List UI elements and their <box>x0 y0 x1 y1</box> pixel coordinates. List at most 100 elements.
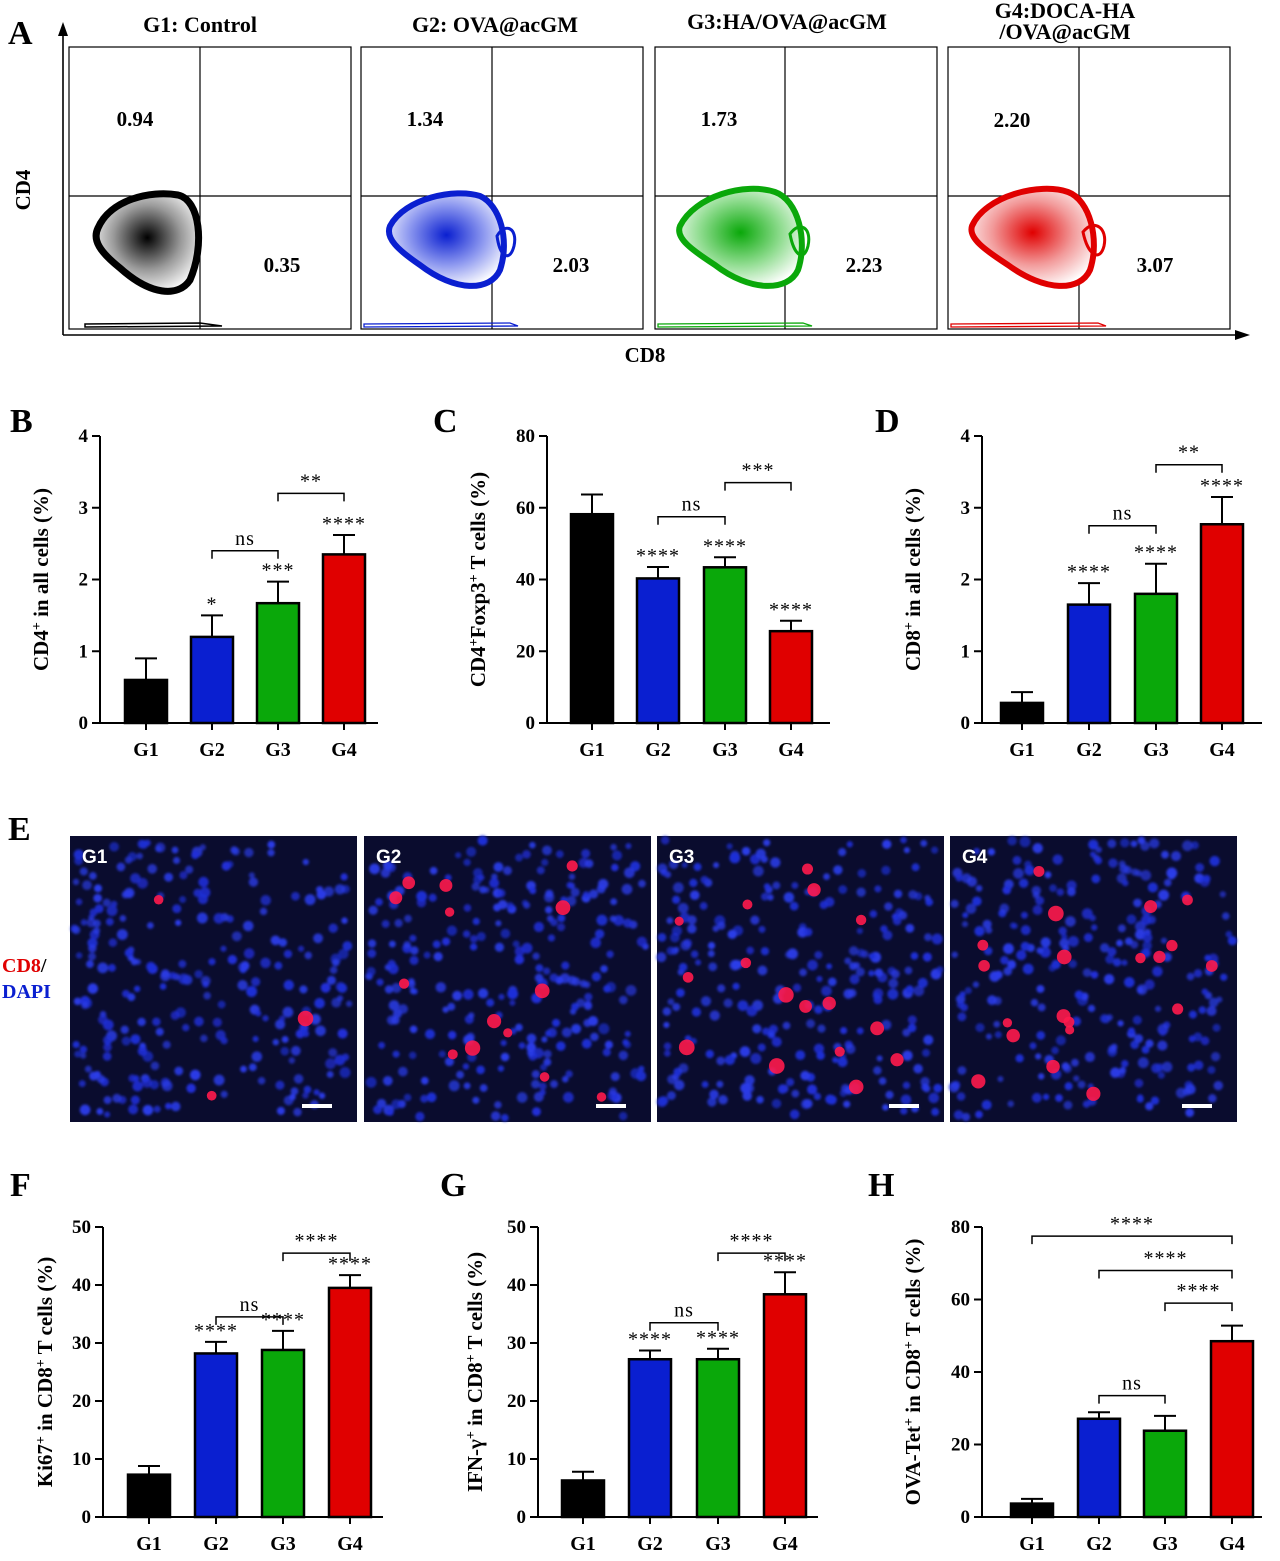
dapi-nucleus <box>570 887 580 897</box>
dapi-nucleus <box>456 1070 465 1079</box>
comparison-label: **** <box>1144 1248 1188 1270</box>
dapi-nucleus <box>594 929 605 939</box>
dapi-nucleus <box>681 861 688 869</box>
dapi-nucleus <box>882 839 892 849</box>
dapi-nucleus <box>770 857 781 868</box>
dapi-nucleus <box>79 1045 88 1054</box>
x-category-label: G2 <box>203 1533 229 1555</box>
dapi-nucleus <box>375 898 383 906</box>
contour-baseline <box>950 322 1107 328</box>
dapi-nucleus <box>920 1077 930 1087</box>
dapi-nucleus <box>541 858 549 867</box>
dapi-nucleus <box>693 862 702 871</box>
dapi-nucleus <box>744 1083 755 1094</box>
cd8-positive-cell <box>1006 1028 1020 1043</box>
dapi-nucleus <box>81 1001 89 1010</box>
y-axis-title-part: in CD8 <box>33 1367 57 1436</box>
dapi-nucleus <box>1195 863 1205 872</box>
dapi-nucleus <box>1013 868 1024 879</box>
dapi-nucleus <box>104 1111 111 1118</box>
dapi-nucleus <box>981 1099 992 1110</box>
dapi-nucleus <box>193 888 202 898</box>
dapi-nucleus <box>911 863 920 872</box>
dapi-nucleus <box>1147 882 1158 893</box>
dapi-nucleus <box>1207 1065 1216 1074</box>
dapi-nucleus <box>663 1050 671 1057</box>
dapi-nucleus <box>882 1104 889 1111</box>
dapi-nucleus <box>73 997 82 1006</box>
dapi-nucleus <box>678 962 688 972</box>
y-axis-title-sup: + <box>464 1354 479 1362</box>
dapi-nucleus <box>1175 1087 1187 1099</box>
dapi-nucleus <box>281 1036 289 1043</box>
y-tick-label: 2 <box>961 570 971 591</box>
dapi-nucleus <box>179 896 187 903</box>
dapi-nucleus <box>922 1048 931 1057</box>
quadrant-lower-right-value: 2.03 <box>553 253 590 277</box>
dapi-nucleus <box>432 940 441 949</box>
dapi-nucleus <box>1119 1066 1127 1074</box>
dapi-nucleus <box>625 984 637 996</box>
dapi-nucleus <box>1073 1075 1080 1082</box>
flow-plot-frame <box>68 46 352 330</box>
dapi-nucleus <box>79 1104 91 1116</box>
y-tick-label: 30 <box>507 1333 526 1354</box>
dapi-nucleus <box>304 894 316 906</box>
cd8-positive-cell <box>539 1072 550 1082</box>
y-axis-title-part: CD4 <box>29 630 53 671</box>
dapi-nucleus <box>1068 935 1079 947</box>
dapi-nucleus <box>913 985 925 997</box>
dapi-nucleus <box>618 1111 628 1121</box>
panel-letter-d: D <box>875 403 900 440</box>
dapi-nucleus <box>380 868 391 878</box>
dapi-nucleus <box>1049 884 1057 893</box>
dapi-nucleus <box>1193 969 1203 978</box>
dapi-nucleus <box>1107 947 1117 957</box>
cd8-positive-cell <box>297 1010 314 1027</box>
dapi-nucleus <box>198 876 209 888</box>
comparison-label: ns <box>1113 503 1133 525</box>
dapi-nucleus <box>293 1074 304 1084</box>
dapi-nucleus <box>1016 949 1027 961</box>
dapi-nucleus <box>565 1070 573 1078</box>
dapi-nucleus <box>1032 905 1043 915</box>
dapi-nucleus <box>479 1084 488 1092</box>
dapi-nucleus <box>529 841 536 849</box>
dapi-nucleus <box>178 959 187 968</box>
dapi-nucleus <box>843 988 854 999</box>
dapi-nucleus <box>742 1091 753 1101</box>
y-tick-label: 20 <box>72 1391 91 1412</box>
dapi-nucleus <box>763 883 771 890</box>
dapi-nucleus <box>276 1106 285 1115</box>
dapi-nucleus <box>328 1048 338 1057</box>
flow-plot-frame <box>360 46 644 330</box>
significance-label: **** <box>628 1329 672 1351</box>
cd8-positive-cell <box>1172 1003 1184 1015</box>
comparison-label: **** <box>1177 1280 1221 1302</box>
dapi-nucleus <box>197 894 209 905</box>
cd8-positive-cell <box>206 1090 217 1101</box>
y-axis-title-part: T cells (%) <box>33 1257 57 1359</box>
dapi-nucleus <box>878 1077 887 1085</box>
dapi-nucleus <box>795 1050 806 1061</box>
dapi-nucleus <box>760 947 770 956</box>
dapi-nucleus <box>625 842 632 850</box>
dapi-nucleus <box>500 1039 507 1047</box>
dapi-nucleus <box>466 1032 475 1042</box>
dapi-nucleus <box>561 1075 569 1083</box>
dapi-nucleus <box>1032 843 1043 854</box>
dapi-nucleus <box>1202 874 1211 883</box>
dapi-nucleus <box>767 894 774 901</box>
cd8-positive-cell <box>534 983 550 999</box>
dapi-nucleus <box>93 927 101 935</box>
dapi-nucleus <box>1068 959 1077 969</box>
dapi-nucleus <box>1117 924 1126 933</box>
dapi-nucleus <box>611 863 619 872</box>
cd8-positive-cell <box>1144 900 1158 914</box>
dapi-nucleus <box>93 1070 101 1078</box>
dapi-nucleus <box>147 863 158 874</box>
dapi-nucleus <box>1040 937 1051 948</box>
